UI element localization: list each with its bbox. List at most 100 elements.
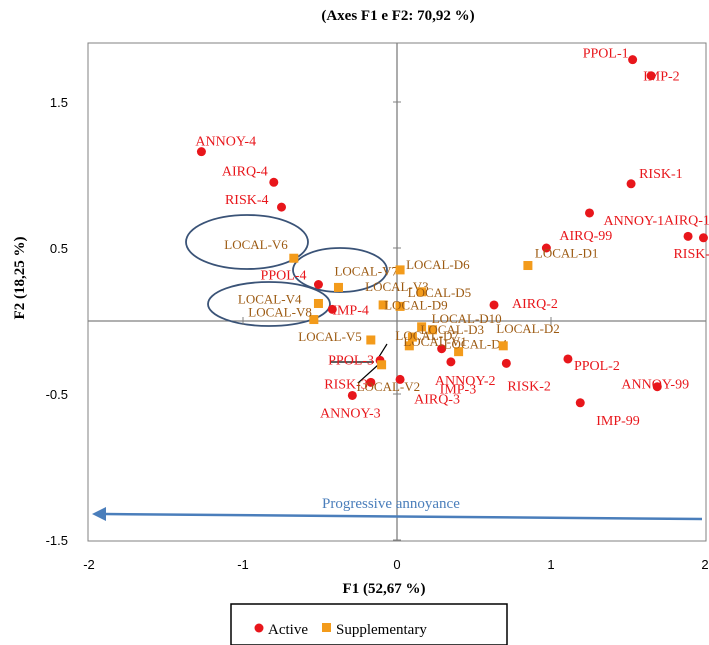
active-point xyxy=(501,358,511,368)
active-point xyxy=(563,354,573,364)
supplementary-point xyxy=(366,335,376,345)
active-point-label: IMP-3 xyxy=(440,383,477,398)
y-tick-label: -0.5 xyxy=(46,387,68,402)
legend-supplementary-marker xyxy=(322,623,331,632)
active-point-label: PPOL-2 xyxy=(574,359,620,374)
supplementary-point-label: LOCAL-V6 xyxy=(224,237,288,252)
x-tick-label: 2 xyxy=(701,557,708,572)
y-tick-label: -1.5 xyxy=(46,533,68,548)
supplementary-point-label: LOCAL-D6 xyxy=(406,257,470,272)
supplementary-point xyxy=(523,261,533,271)
supplementary-point xyxy=(378,300,388,310)
y-tick-label: 0.5 xyxy=(50,241,68,256)
supplementary-point xyxy=(417,287,427,297)
supplementary-point-label: LOCAL-D4 xyxy=(444,337,508,352)
legend-active-label: Active xyxy=(268,622,308,638)
supplementary-point-label: LOCAL-V4 xyxy=(238,291,302,306)
active-point xyxy=(366,377,376,387)
active-point xyxy=(437,344,447,354)
active-point xyxy=(446,357,456,367)
supplementary-point-label: LOCAL-V7 xyxy=(334,263,398,278)
active-point-label: IMP-99 xyxy=(596,414,640,429)
active-point xyxy=(395,374,405,384)
active-point-label: ANNOY-4 xyxy=(195,135,256,150)
chart-title: (Axes F1 e F2: 70,92 %) xyxy=(321,8,474,24)
supplementary-point xyxy=(407,332,417,342)
y-axis-title: F2 (18,25 %) xyxy=(12,237,28,320)
supplementary-point xyxy=(377,360,387,370)
x-tick-label: 1 xyxy=(547,557,554,572)
active-point-label: RISK-3 xyxy=(324,377,368,392)
active-point-label: AIRQ-4 xyxy=(222,164,268,179)
ellipses xyxy=(185,214,388,327)
active-point-label: AIRQ-1 xyxy=(664,213,709,228)
supplementary-point-label: LOCAL-V1 xyxy=(403,334,467,349)
x-tick-label: -1 xyxy=(237,557,249,572)
active-point-label: ANNOY-1 xyxy=(604,214,665,229)
active-point-label: PPOL-1 xyxy=(583,47,629,62)
active-point xyxy=(698,233,708,243)
leader-line xyxy=(357,364,379,384)
active-point-label: IMP-2 xyxy=(643,70,680,85)
y-axis-ticks: -1.5 -0.5 0.5 1.5 xyxy=(46,95,401,548)
legend-supplementary-label: Supplementary xyxy=(336,622,427,638)
supplementary-point-label: LOCAL-D2 xyxy=(496,321,560,336)
supplementary-point-label: LOCAL-D1 xyxy=(535,246,599,261)
active-point-label: ANNOY-2 xyxy=(435,374,496,389)
supplementary-point xyxy=(333,282,343,292)
active-point xyxy=(347,390,357,400)
active-point xyxy=(646,71,656,81)
active-point xyxy=(269,177,279,187)
arrow-head xyxy=(92,507,106,521)
supplementary-point-label: LOCAL-V8 xyxy=(248,305,312,320)
active-point-label: PPOL-4 xyxy=(261,269,307,284)
active-point xyxy=(277,202,286,212)
supplementary-point xyxy=(454,347,464,357)
active-point xyxy=(575,398,585,408)
active-point xyxy=(585,208,594,218)
legend: Active Supplementary xyxy=(230,603,508,645)
supplementary-point xyxy=(417,322,427,332)
active-point-label: ANNOY-3 xyxy=(320,406,381,421)
x-axis-title: F1 (52,67 %) xyxy=(343,581,426,597)
active-point-label: RISK-4 xyxy=(225,193,269,208)
supplementary-point-label: LOCAL-D10 xyxy=(432,311,502,326)
supplementary-point-label: LOCAL-V2 xyxy=(357,379,421,394)
supplementary-point xyxy=(404,341,414,351)
supplementary-point xyxy=(313,298,323,308)
active-point xyxy=(313,280,323,289)
supplementary-point-label: LOCAL-V3 xyxy=(365,279,429,294)
active-point-label: AIRQ-99 xyxy=(559,229,612,244)
active-point-label: RISK-2 xyxy=(507,379,551,394)
active-point xyxy=(489,300,499,310)
active-point xyxy=(541,243,551,253)
ellipse-local-d7 xyxy=(292,247,388,293)
progression-arrow: Progressive annoyance xyxy=(92,496,703,521)
supplementary-point xyxy=(289,253,299,263)
active-point xyxy=(683,231,693,241)
active-point-label: PPOL-3 xyxy=(328,353,374,368)
ellipse-local-v4-v8 xyxy=(207,281,331,327)
supplementary-point-label: LOCAL-D5 xyxy=(408,285,472,300)
active-point-label: AIRQ-2 xyxy=(512,297,558,312)
active-point xyxy=(652,382,662,392)
active-point-label: RISK-1 xyxy=(639,167,683,182)
x-axis-ticks: -2 -1 0 1 2 xyxy=(83,317,709,572)
legend-active-marker xyxy=(254,623,264,633)
active-point-label: IMP-4 xyxy=(332,303,369,318)
active-point-label: RISK-99 xyxy=(673,247,709,262)
active-point xyxy=(626,179,636,189)
supplementary-point xyxy=(395,265,405,275)
ellipse-local-v6 xyxy=(185,214,309,270)
supplementary-point-label: LOCAL-D9 xyxy=(384,297,448,312)
data-points: PPOL-1 IMP-2 ANNOY-4 AIRQ-4 RISK-4 RISK-1 ANNO… xyxy=(195,47,709,429)
active-point xyxy=(327,304,337,314)
supplementary-point xyxy=(309,315,319,325)
active-point-label: ANNOY-99 xyxy=(621,378,689,393)
supplementary-point-label: LOCAL-D3 xyxy=(420,322,484,337)
supplementary-point-label: LOCAL-D7 xyxy=(395,328,459,343)
supplementary-point xyxy=(395,301,405,311)
x-tick-label: -2 xyxy=(83,557,95,572)
active-point-label: AIRQ-3 xyxy=(414,392,460,407)
active-point xyxy=(196,147,206,157)
